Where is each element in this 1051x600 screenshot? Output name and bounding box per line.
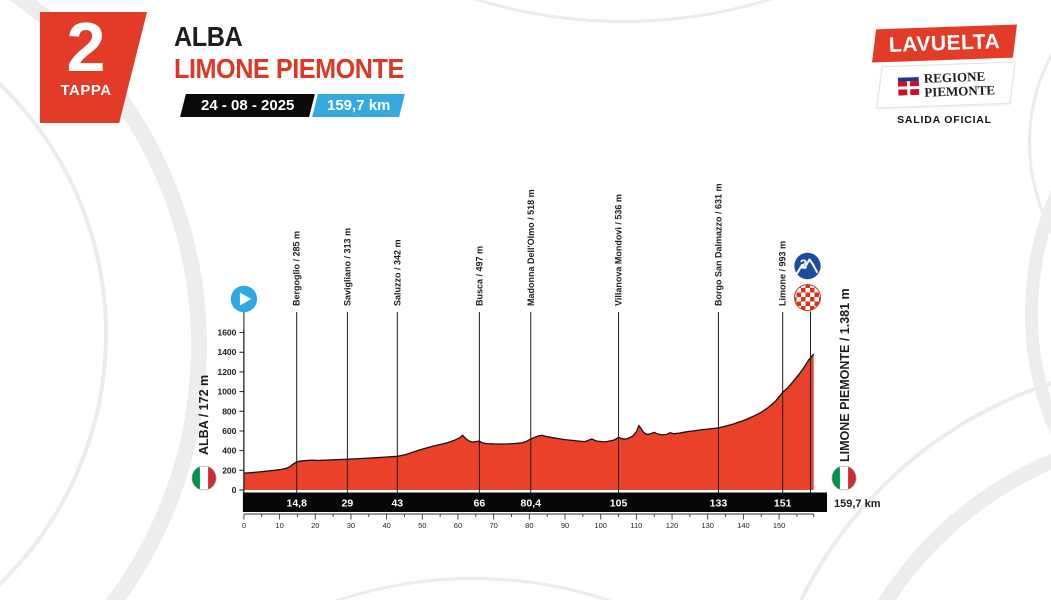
y-axis-tick-label: 0 [232,485,237,495]
ruler-tick-label: 80 [525,521,533,530]
waypoint-label: Bergoglio / 285 m [292,231,302,306]
finish-location-label: LIMONE PIEMONTE / 1.381 m [838,288,852,462]
y-axis-tick-label: 400 [222,446,236,456]
ruler-tick-label: 10 [275,521,283,530]
start-play-button[interactable] [230,285,258,313]
ruler-tick-label: 20 [311,521,319,530]
ruler-tick-label: 130 [701,521,714,530]
distance-bar-label: 80,4 [521,498,542,510]
finish-flag-badge [794,284,821,311]
ruler-tick-label: 150 [773,521,786,530]
waypoint-label: Busca / 497 m [474,246,484,306]
background-ring [0,0,108,600]
ruler-tick-label: 30 [347,521,355,530]
distance-bar-label: 14,8 [286,498,307,510]
distance-bar-label: 66 [474,498,486,510]
waypoint-label: Villanova Mondovì / 536 m [614,194,624,306]
ruler-tick-label: 120 [666,521,679,530]
y-axis-tick-label: 1000 [217,387,236,397]
y-axis-tick-label: 1400 [217,347,236,357]
ruler-tick-label: 50 [418,521,426,530]
finish-country-flag [831,465,857,491]
elevation-outline [243,353,815,474]
total-distance-label: 159,7 km [834,498,881,510]
distance-bar-label: 43 [391,498,403,510]
ruler-tick-label: 140 [737,521,750,530]
y-axis-tick-label: 600 [222,426,236,436]
distance-bar-label: 105 [610,498,628,510]
y-axis-tick-label: 1200 [217,367,236,377]
elevation-area [243,354,814,490]
distance-bar-label: 29 [342,498,354,510]
y-axis-tick-label: 200 [222,465,236,475]
ruler-tick-label: 40 [382,521,390,530]
ruler-tick-label: 100 [594,521,607,530]
ruler-tick-label: 0 [242,521,246,530]
y-axis-tick-label: 800 [222,406,236,416]
waypoint-label: Savigliano / 313 m [342,228,352,306]
start-country-flag [191,465,217,491]
climb-category-number: 2 [800,257,807,272]
ruler-tick-label: 60 [454,521,462,530]
waypoint-label: Limone / 993 m [778,241,788,306]
ruler-tick-label: 70 [489,521,497,530]
distance-bar [242,492,827,512]
start-location-label: ALBA / 172 m [197,375,211,455]
y-axis-tick-label: 1600 [217,328,236,338]
waypoint-label: Borgo San Dalmazzo / 631 m [713,183,723,306]
ruler-tick-label: 90 [561,521,569,530]
waypoint-label: Saluzzo / 342 m [392,239,402,306]
climb-category-badge: 2 [794,252,821,280]
waypoint-label: Madonna Dell'Olmo / 518 m [526,189,536,306]
mountain-icon [796,258,818,275]
ruler-tick-label: 110 [630,521,642,530]
distance-bar-label: 151 [774,498,792,510]
distance-bar-label: 133 [710,498,728,510]
